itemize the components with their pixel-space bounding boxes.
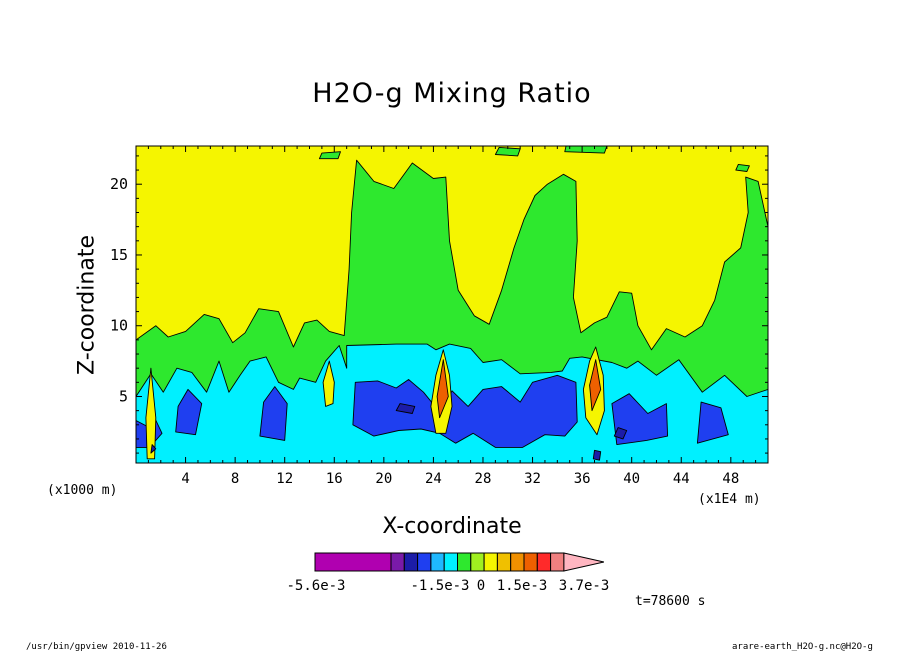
x-axis-label: X-coordinate [382,514,522,539]
y-axis-label: Z-coordinate [74,235,100,375]
colorbar-swatch [390,552,405,572]
colorbar-label: -5.6e-3 [286,578,345,594]
x-tick-label: 40 [623,471,640,487]
x-tick-label: 48 [722,471,739,487]
footer-right: arare-earth_H2O-g.nc@H2O-g [732,642,873,652]
colorbar-swatch [510,552,525,572]
x-tick-label: 20 [375,471,392,487]
contour-region-yellow [430,349,453,434]
contour-region-green [494,146,521,157]
y-tick-label: 5 [119,387,128,405]
x-axis-unit: (x1E4 m) [698,492,761,507]
colorbar: -5.6e-3 -1.5e-3 0 1.5e-3 3.7e-3 [286,552,610,594]
colorbar-swatch [403,552,419,572]
x-tick-label: 8 [231,471,239,487]
y-tick-label: 10 [110,317,128,335]
x-tick-label: 44 [673,471,690,487]
colorbar-swatch [457,552,472,572]
colorbar-swatch [496,552,512,572]
contour-region-orange [589,359,602,412]
contour-region-blue [611,393,669,446]
contour-region-darkblue [395,403,416,414]
contour-region-blue [696,401,729,444]
time-label: t=78600 s [635,594,706,609]
colorbar-swatch [550,552,565,572]
contour-region-yellow [582,346,605,436]
contour-region-green [564,146,608,154]
colorbar-swatch [523,552,538,572]
colorbar-swatch [536,552,552,572]
x-tick-label: 36 [574,471,591,487]
y-axis-unit: (x1000 m) [47,483,118,498]
contour-region-darkblue [150,444,157,454]
x-tick-label: 24 [425,471,442,487]
contour-region-darkblue [613,427,628,440]
colorbar-arrow [563,552,605,572]
footer-left: /usr/bin/gpview 2010-11-26 [26,642,167,652]
contour-region-yellow [145,367,157,460]
colorbar-label: 1.5e-3 [497,578,548,594]
contour-region-blue [259,386,288,441]
y-tick-label: 20 [110,175,128,193]
colorbar-swatch [470,552,485,572]
x-tick-label: 32 [524,471,541,487]
x-tick-label: 12 [276,471,293,487]
contour-region-blue [136,420,151,448]
contour-region-blue [151,417,163,446]
contour-region-orange [436,359,449,419]
x-tick-label: 16 [326,471,343,487]
chart-title: H2O-g Mixing Ratio [312,78,592,109]
contour-region-darkblue [592,449,602,461]
contour-region-green [735,163,750,172]
contour-region-yellow [322,360,335,407]
colorbar-swatch [443,552,459,572]
contour-region-green [318,151,341,160]
contour-region-green [136,159,768,463]
colorbar-swatch [483,552,498,572]
colorbar-label: 3.7e-3 [559,578,610,594]
contour-region-blue [352,374,578,448]
colorbar-label: 0 [477,578,485,594]
contour-region-cyan [136,343,768,463]
x-tick-label: 4 [181,471,189,487]
contour-region-blue [175,388,203,436]
y-tick-label: 15 [110,246,128,264]
colorbar-swatch [417,552,432,572]
contour-background [136,146,768,463]
colorbar-swatch [430,552,445,572]
colorbar-swatch [314,552,392,572]
colorbar-label: -1.5e-3 [410,578,469,594]
x-tick-label: 28 [475,471,492,487]
